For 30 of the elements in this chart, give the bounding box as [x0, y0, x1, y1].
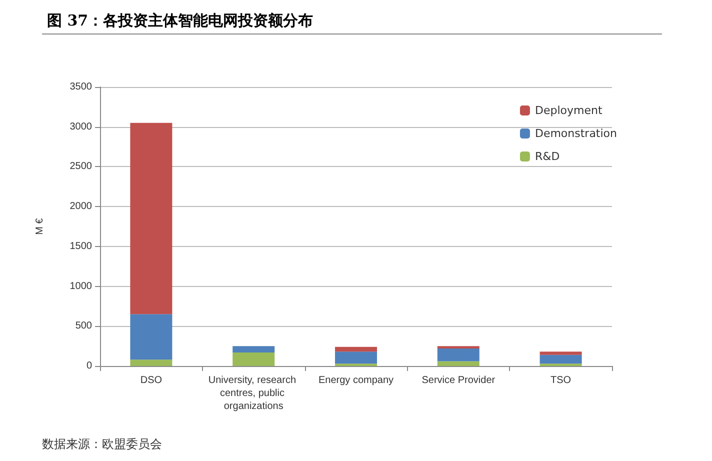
- y-tick-label: 2500: [70, 161, 92, 172]
- legend-label: Deployment: [534, 104, 603, 117]
- bar: [335, 346, 377, 352]
- x-tick-label: University, research centres, public organizations: [208, 375, 299, 412]
- bar: [437, 348, 480, 362]
- x-tick-label: TSO: [550, 375, 572, 386]
- y-axis-title: M €: [34, 218, 46, 235]
- bar: [130, 360, 172, 366]
- legend-label: R&D: [534, 150, 560, 163]
- y-tick-label: 3000: [70, 121, 92, 132]
- source-note: 数据来源：欧盟委员会: [42, 437, 162, 451]
- bar: [540, 352, 582, 355]
- y-tick-label: 0: [86, 360, 92, 372]
- bar: [130, 314, 172, 360]
- bar: [130, 122, 172, 314]
- y-tick-label: 1000: [70, 280, 92, 292]
- bar: [437, 361, 480, 366]
- y-tick-label: 3500: [70, 82, 92, 92]
- bar: [335, 352, 377, 364]
- bar: [540, 354, 582, 364]
- chart-title: 图 37：各投资主体智能电网投资额分布: [47, 12, 314, 30]
- y-tick-label: 1500: [70, 240, 92, 252]
- legend-label: Demonstration: [534, 127, 618, 140]
- x-tick-label: DSO: [140, 375, 162, 386]
- x-tick-label: Service Provider: [422, 375, 496, 386]
- bar: [232, 352, 275, 366]
- x-tick-label: Energy company: [318, 375, 394, 386]
- bar: [232, 346, 275, 352]
- y-tick-label: 2000: [70, 201, 92, 212]
- y-tick-label: 500: [75, 320, 92, 332]
